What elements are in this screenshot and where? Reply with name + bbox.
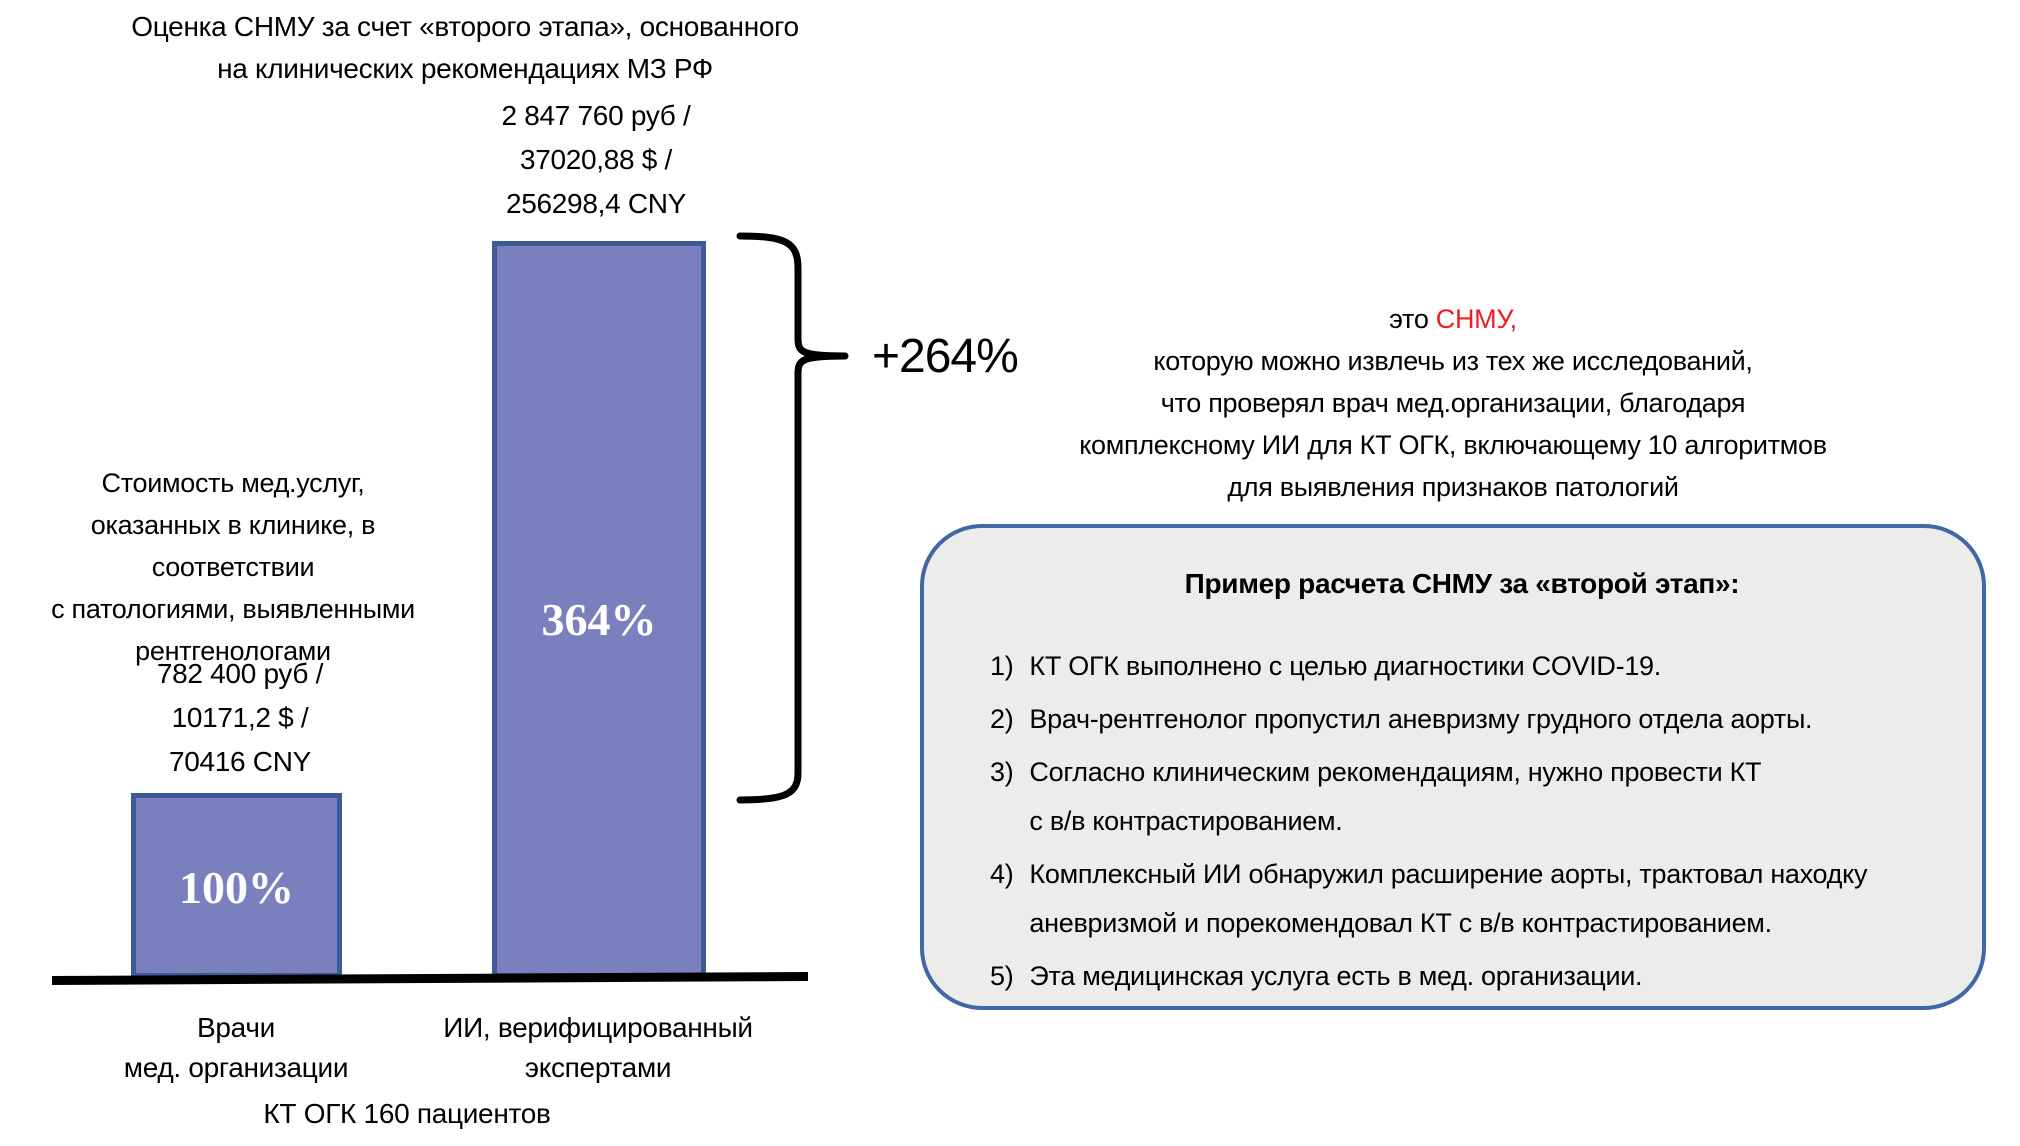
item-number: 3)	[990, 757, 1014, 787]
bar-doctors-values: 782 400 руб / 10171,2 $ / 70416 CNY	[156, 658, 324, 777]
axis-label-ai: ИИ, верифицированный экспертами	[443, 1012, 753, 1083]
item-text: Эта медицинская услуга есть в мед. орган…	[1029, 961, 1643, 991]
example-item-1: 1) КТ ОГК выполнено с целью диагностики …	[990, 642, 1934, 691]
item-text: Согласно клиническим рекомендациям, нужн…	[1029, 757, 1762, 836]
delta-percent-label: +264%	[872, 330, 1019, 383]
chart-title: Оценка СНМУ за счет «второго этапа», осн…	[131, 11, 799, 84]
item-number: 1)	[990, 651, 1014, 681]
snmu-intro-paragraph: это СНМУ, которую можно извлечь из тех ж…	[1028, 256, 1878, 508]
bar-ai-values: 2 847 760 руб / 37020,88 $ / 256298,4 CN…	[501, 100, 691, 219]
example-item-4: 4) Комплексный ИИ обнаружил расширение а…	[990, 850, 1934, 948]
bar-doctors-percent-label: 100%	[179, 862, 294, 913]
example-item-5: 5) Эта медицинская услуга есть в мед. ор…	[990, 952, 1934, 1001]
chart-description: Стоимость мед.услуг, оказанных в клинике…	[51, 468, 415, 666]
item-text: Врач-рентгенолог пропустил аневризму гру…	[1029, 704, 1813, 734]
intro-highlight-red: СНМУ,	[1435, 304, 1517, 334]
brace-bracket-icon	[736, 232, 849, 804]
intro-rest: которую можно извлечь из тех же исследов…	[1079, 346, 1827, 502]
item-number: 5)	[990, 961, 1014, 991]
example-box-title: Пример расчета СНМУ за «второй этап»:	[1184, 568, 1740, 599]
axis-label-doctors: Врачи мед. организации	[123, 1012, 349, 1083]
bar-ai: 364%	[492, 241, 706, 978]
intro-prefix: это	[1389, 304, 1436, 334]
item-text: КТ ОГК выполнено с целью диагностики COV…	[1029, 651, 1661, 681]
item-number: 4)	[990, 859, 1014, 889]
example-item-2: 2) Врач-рентгенолог пропустил аневризму …	[990, 695, 1934, 744]
bar-ai-percent-label: 364%	[541, 594, 657, 645]
example-calculation-box: Пример расчета СНМУ за «второй этап»: 1)…	[920, 524, 1986, 1010]
item-number: 2)	[990, 704, 1014, 734]
item-text: Комплексный ИИ обнаружил расширение аорт…	[1029, 859, 1868, 938]
chart-footnote: КТ ОГК 160 пациентов	[263, 1098, 551, 1129]
bar-doctors: 100%	[131, 793, 342, 978]
example-item-3: 3) Согласно клиническим рекомендациям, н…	[990, 748, 1934, 846]
